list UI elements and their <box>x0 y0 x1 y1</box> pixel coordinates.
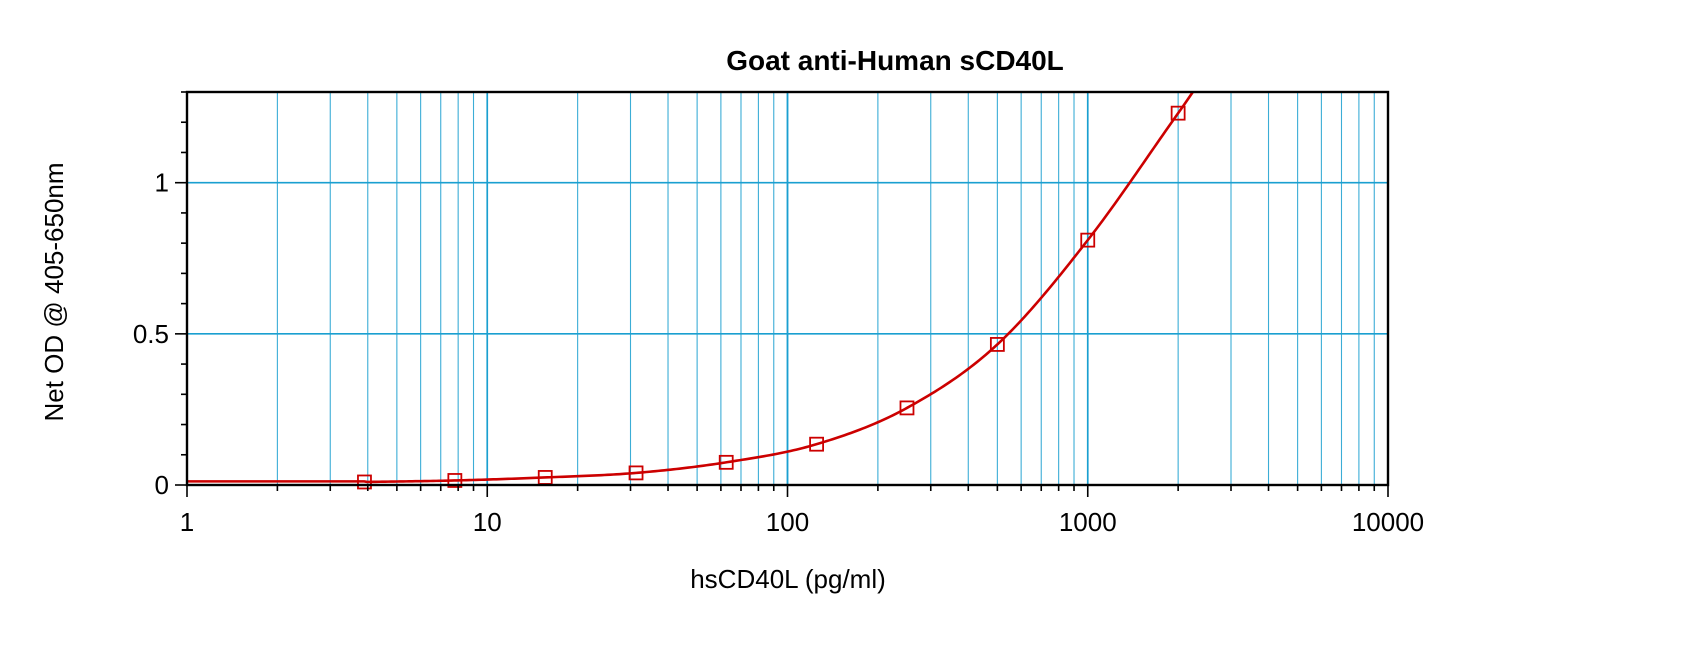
fitted-curve <box>187 91 1194 484</box>
data-point-markers <box>357 105 1186 490</box>
data-point-marker <box>1170 105 1186 121</box>
data-point-marker <box>447 473 463 488</box>
y-tick-label: 0 <box>155 470 169 500</box>
data-point-marker <box>899 400 915 416</box>
data-point-marker <box>357 474 372 490</box>
chart-title: Goat anti-Human sCD40L <box>726 45 1064 76</box>
data-point-marker <box>628 465 644 481</box>
grid-lines <box>187 92 1388 485</box>
x-tick-label: 10 <box>473 507 502 537</box>
data-point-marker <box>989 337 1005 352</box>
data-point-marker <box>718 454 734 470</box>
y-axis-title: Net OD @ 405-650nm <box>39 162 69 421</box>
data-point-marker <box>1080 232 1096 248</box>
x-tick-label: 100 <box>766 507 809 537</box>
x-axis-title: hsCD40L (pg/ml) <box>690 564 886 594</box>
x-tick-label: 1 <box>180 507 194 537</box>
fitted-curve-layer <box>187 91 1194 484</box>
x-tick-label: 10000 <box>1352 507 1424 537</box>
y-tick-label: 1 <box>155 168 169 198</box>
x-tick-label: 1000 <box>1059 507 1117 537</box>
axis-ticks: 0 0.5 1 1 10 100 1000 10000 <box>133 91 1424 537</box>
data-point-marker <box>809 436 824 452</box>
y-tick-label: 0.5 <box>133 319 169 349</box>
